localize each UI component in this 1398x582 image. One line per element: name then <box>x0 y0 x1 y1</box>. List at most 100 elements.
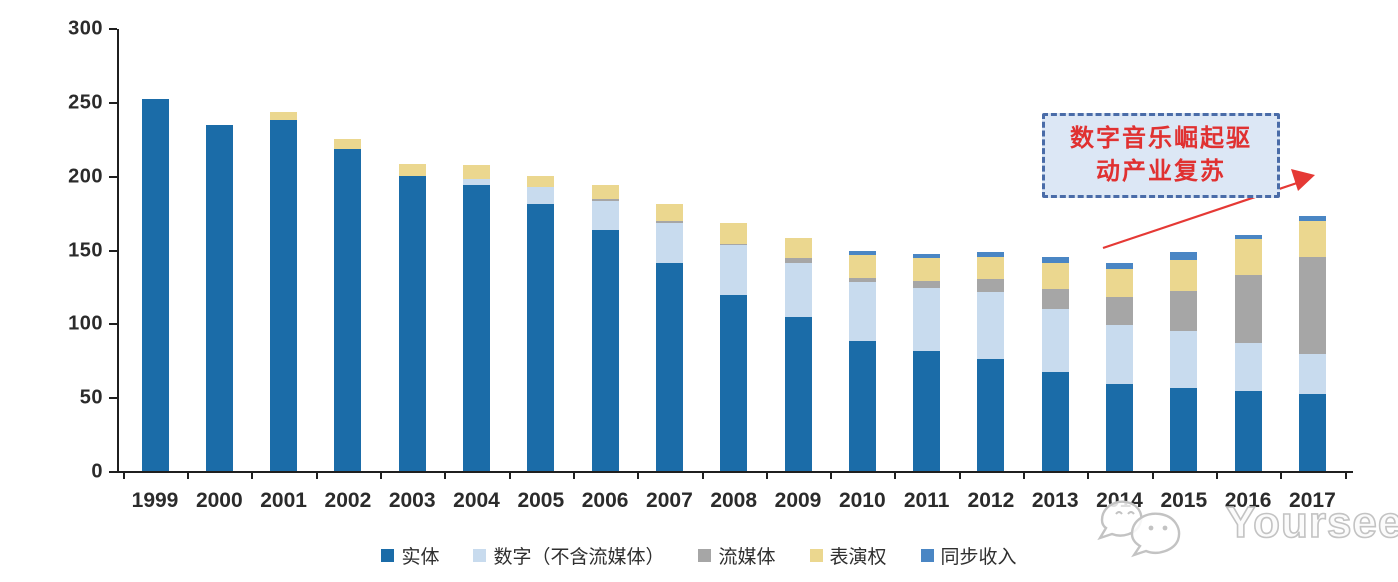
bar-segment-2010-表演权 <box>848 255 876 278</box>
y-axis-tick-label: 0 <box>91 460 103 483</box>
bar-segment-2016-实体 <box>1234 391 1262 471</box>
legend-label: 实体 <box>401 547 440 568</box>
x-axis-line <box>117 471 1353 473</box>
bar-segment-2008-表演权 <box>720 222 748 244</box>
bar-segment-2015-实体 <box>1170 388 1198 471</box>
bar-segment-2007-实体 <box>655 262 683 471</box>
y-axis-tick <box>109 397 117 400</box>
legend-item: 流媒体 <box>698 542 776 569</box>
bar-segment-2014-同步收入 <box>1106 262 1133 269</box>
bar-segment-2011-实体 <box>913 351 941 471</box>
bar-segment-2016-同步收入 <box>1234 234 1262 240</box>
y-axis-tick <box>109 249 117 252</box>
x-axis-label-2017: 2017 <box>1289 489 1336 512</box>
bar-segment-1999-实体 <box>141 98 169 471</box>
x-axis-tick <box>251 472 254 479</box>
y-axis-tick <box>109 28 117 30</box>
x-axis-label-2000: 2000 <box>195 489 243 512</box>
bar-segment-2016-数字（不含流媒体） <box>1234 342 1262 392</box>
bar-segment-2012-表演权 <box>977 256 1005 280</box>
bar-segment-2010-数字（不含流媒体） <box>848 281 876 342</box>
x-axis-label-2016: 2016 <box>1224 489 1272 512</box>
bar-segment-2011-流媒体 <box>913 280 941 288</box>
wechat-bubbles-icon <box>1097 500 1181 558</box>
bar-segment-2012-同步收入 <box>977 252 1005 257</box>
x-axis-tick <box>315 472 318 479</box>
x-axis-label-2002: 2002 <box>324 489 372 512</box>
x-axis-tick <box>508 472 511 479</box>
y-axis-tick <box>109 175 117 178</box>
x-axis-label-2004: 2004 <box>453 489 500 512</box>
bar-segment-2004-实体 <box>463 184 490 471</box>
bar-segment-2011-同步收入 <box>913 253 941 259</box>
x-axis-tick <box>380 472 383 479</box>
bar-segment-2017-数字（不含流媒体） <box>1298 354 1326 395</box>
annotation-text-line1: 数字音乐崛起驱 <box>1070 125 1252 152</box>
bar-segment-2003-表演权 <box>398 163 426 176</box>
x-axis-tick <box>1087 472 1090 479</box>
y-axis-tick-label: 50 <box>79 386 103 409</box>
bar-segment-2010-实体 <box>848 341 876 471</box>
legend-swatch-icon <box>809 549 823 562</box>
x-axis-tick <box>444 472 447 479</box>
x-axis-label-2011: 2011 <box>903 489 950 512</box>
x-axis-label-2005: 2005 <box>517 489 565 512</box>
bar-segment-2016-表演权 <box>1234 239 1262 275</box>
bar-segment-2007-数字（不含流媒体） <box>655 222 683 263</box>
legend-swatch-icon <box>381 549 395 562</box>
legend-item: 实体 <box>381 542 439 569</box>
bar-segment-2001-实体 <box>270 119 298 471</box>
bar-segment-2014-数字（不含流媒体） <box>1106 324 1133 384</box>
x-axis-tick <box>1215 472 1218 479</box>
x-axis-label-2001: 2001 <box>260 489 307 512</box>
x-axis-tick <box>637 472 640 479</box>
watermark-text: Yourseeker <box>1225 497 1398 548</box>
y-axis-tick-label: 100 <box>68 312 103 335</box>
bar-segment-2012-数字（不含流媒体） <box>977 292 1005 359</box>
legend-swatch-icon <box>920 549 934 562</box>
bar-segment-2014-流媒体 <box>1106 296 1133 325</box>
bar-segment-2017-实体 <box>1298 394 1326 471</box>
bar-segment-2004-表演权 <box>463 165 490 179</box>
y-axis-tick <box>109 323 117 326</box>
bar-segment-2009-表演权 <box>784 237 812 259</box>
annotation-text-line2: 动产业复苏 <box>1096 158 1226 185</box>
bar-segment-2008-实体 <box>720 295 748 471</box>
bar-segment-2011-表演权 <box>913 258 941 281</box>
bar-segment-2008-流媒体 <box>720 243 748 246</box>
legend-label: 表演权 <box>829 547 887 568</box>
y-axis-tick-label: 200 <box>68 165 103 188</box>
bar-segment-2012-流媒体 <box>977 279 1005 293</box>
legend-label: 同步收入 <box>940 547 1017 568</box>
x-axis-label-2006: 2006 <box>581 489 629 512</box>
bar-segment-2017-同步收入 <box>1298 215 1326 222</box>
bar-segment-2009-实体 <box>784 317 812 471</box>
bar-segment-2013-流媒体 <box>1041 289 1069 309</box>
x-axis-tick <box>830 472 833 479</box>
bar-segment-2007-流媒体 <box>655 221 683 223</box>
bar-segment-2013-同步收入 <box>1041 256 1069 263</box>
bar-segment-2016-流媒体 <box>1234 274 1262 343</box>
bar-segment-2002-表演权 <box>334 138 362 150</box>
bar-segment-2013-数字（不含流媒体） <box>1041 308 1069 373</box>
x-axis-tick <box>1280 472 1283 479</box>
x-axis-label-2012: 2012 <box>967 489 1015 512</box>
legend-label: 流媒体 <box>718 547 776 568</box>
bar-segment-2000-实体 <box>205 125 233 471</box>
x-axis-label-2009: 2009 <box>774 489 822 512</box>
x-axis-tick <box>122 472 125 479</box>
x-axis-label-2008: 2008 <box>710 489 758 512</box>
x-axis-tick <box>1151 472 1154 479</box>
x-axis-tick <box>765 472 768 479</box>
bar-segment-2009-数字（不含流媒体） <box>784 262 812 318</box>
bar-segment-2012-实体 <box>977 358 1005 471</box>
bar-segment-2006-实体 <box>591 230 619 471</box>
bar-segment-2005-表演权 <box>527 175 555 188</box>
bar-segment-2008-数字（不含流媒体） <box>720 245 748 296</box>
annotation-callout-box: 数字音乐崛起驱 动产业复苏 <box>1042 113 1280 198</box>
bar-segment-2017-流媒体 <box>1298 256 1326 355</box>
x-axis-tick <box>572 472 575 479</box>
bar-segment-2003-实体 <box>398 175 426 471</box>
bar-segment-2006-流媒体 <box>591 199 619 201</box>
